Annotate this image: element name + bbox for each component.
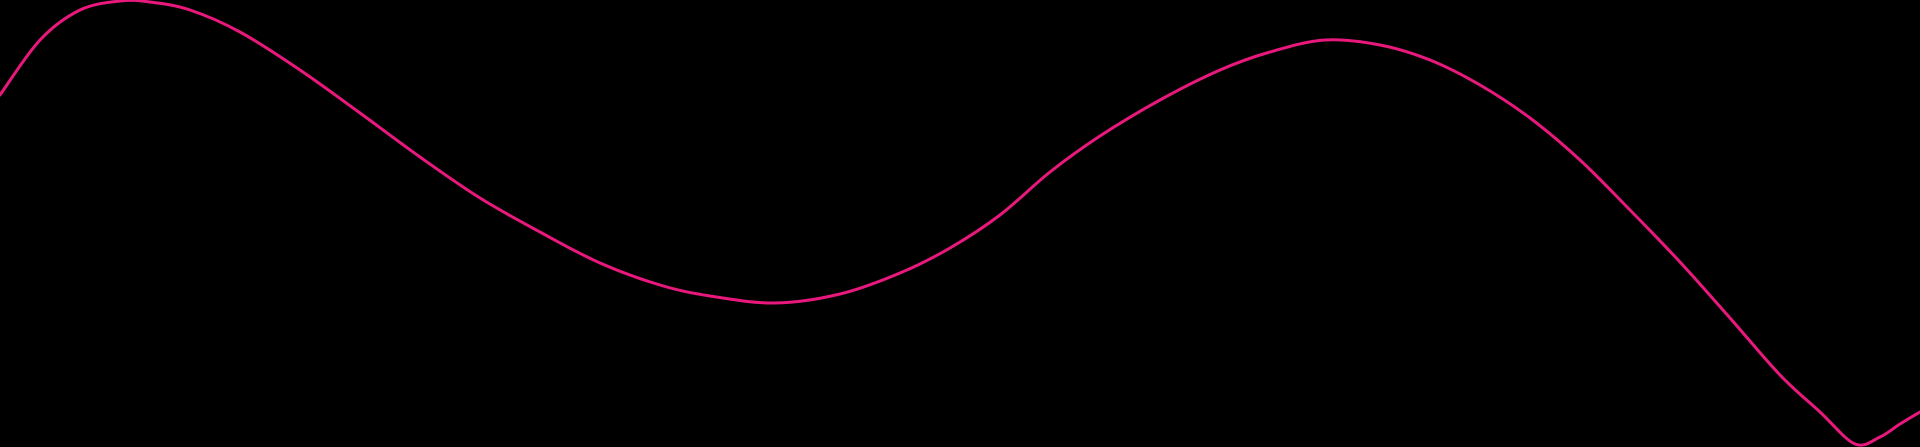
series-line-waveform — [0, 0, 1920, 447]
waveform-chart-svg — [0, 0, 1920, 447]
chart-canvas — [0, 0, 1920, 447]
series-layer — [0, 0, 1920, 447]
chart-background — [0, 0, 1920, 447]
